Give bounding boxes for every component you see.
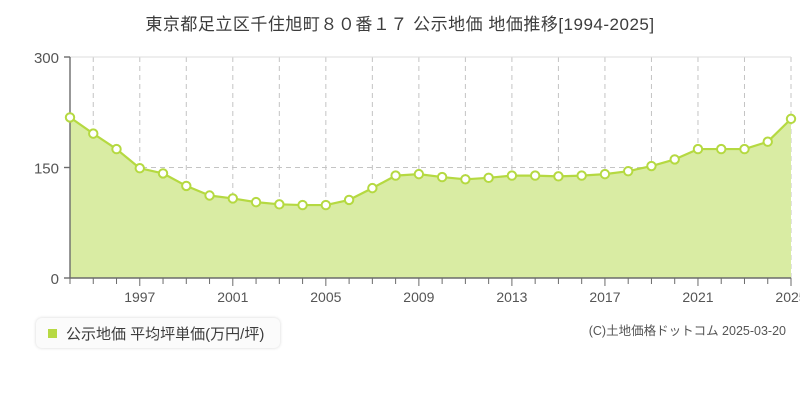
svg-text:2013: 2013 (496, 289, 527, 305)
svg-text:2005: 2005 (310, 289, 341, 305)
x-axis-labels: 1997 2001 2005 2009 2013 2017 2021 2025 (124, 289, 800, 305)
area-fill (70, 117, 791, 278)
legend-swatch-icon (48, 328, 57, 338)
legend: 公示地価 平均坪単価(万円/坪) (36, 318, 281, 348)
y-axis-labels: 0 150 300 (34, 50, 59, 288)
svg-text:150: 150 (34, 161, 59, 178)
credit-text: (C)土地価格ドットコム 2025-03-20 (588, 324, 786, 338)
svg-text:2021: 2021 (682, 289, 713, 305)
svg-text:300: 300 (34, 50, 59, 67)
svg-text:2001: 2001 (217, 289, 248, 305)
svg-text:0: 0 (51, 271, 59, 288)
data-point-markers (64, 112, 797, 211)
svg-text:1997: 1997 (124, 289, 155, 305)
tick-marks (64, 56, 792, 286)
chart-title: 東京都足立区千住旭町８０番１７ 公示地価 地価推移[1994-2025] (145, 15, 655, 34)
svg-text:2017: 2017 (589, 289, 620, 305)
svg-text:2025: 2025 (775, 289, 800, 305)
legend-label: 公示地価 平均坪単価(万円/坪) (66, 325, 265, 343)
svg-text:2009: 2009 (403, 289, 434, 305)
